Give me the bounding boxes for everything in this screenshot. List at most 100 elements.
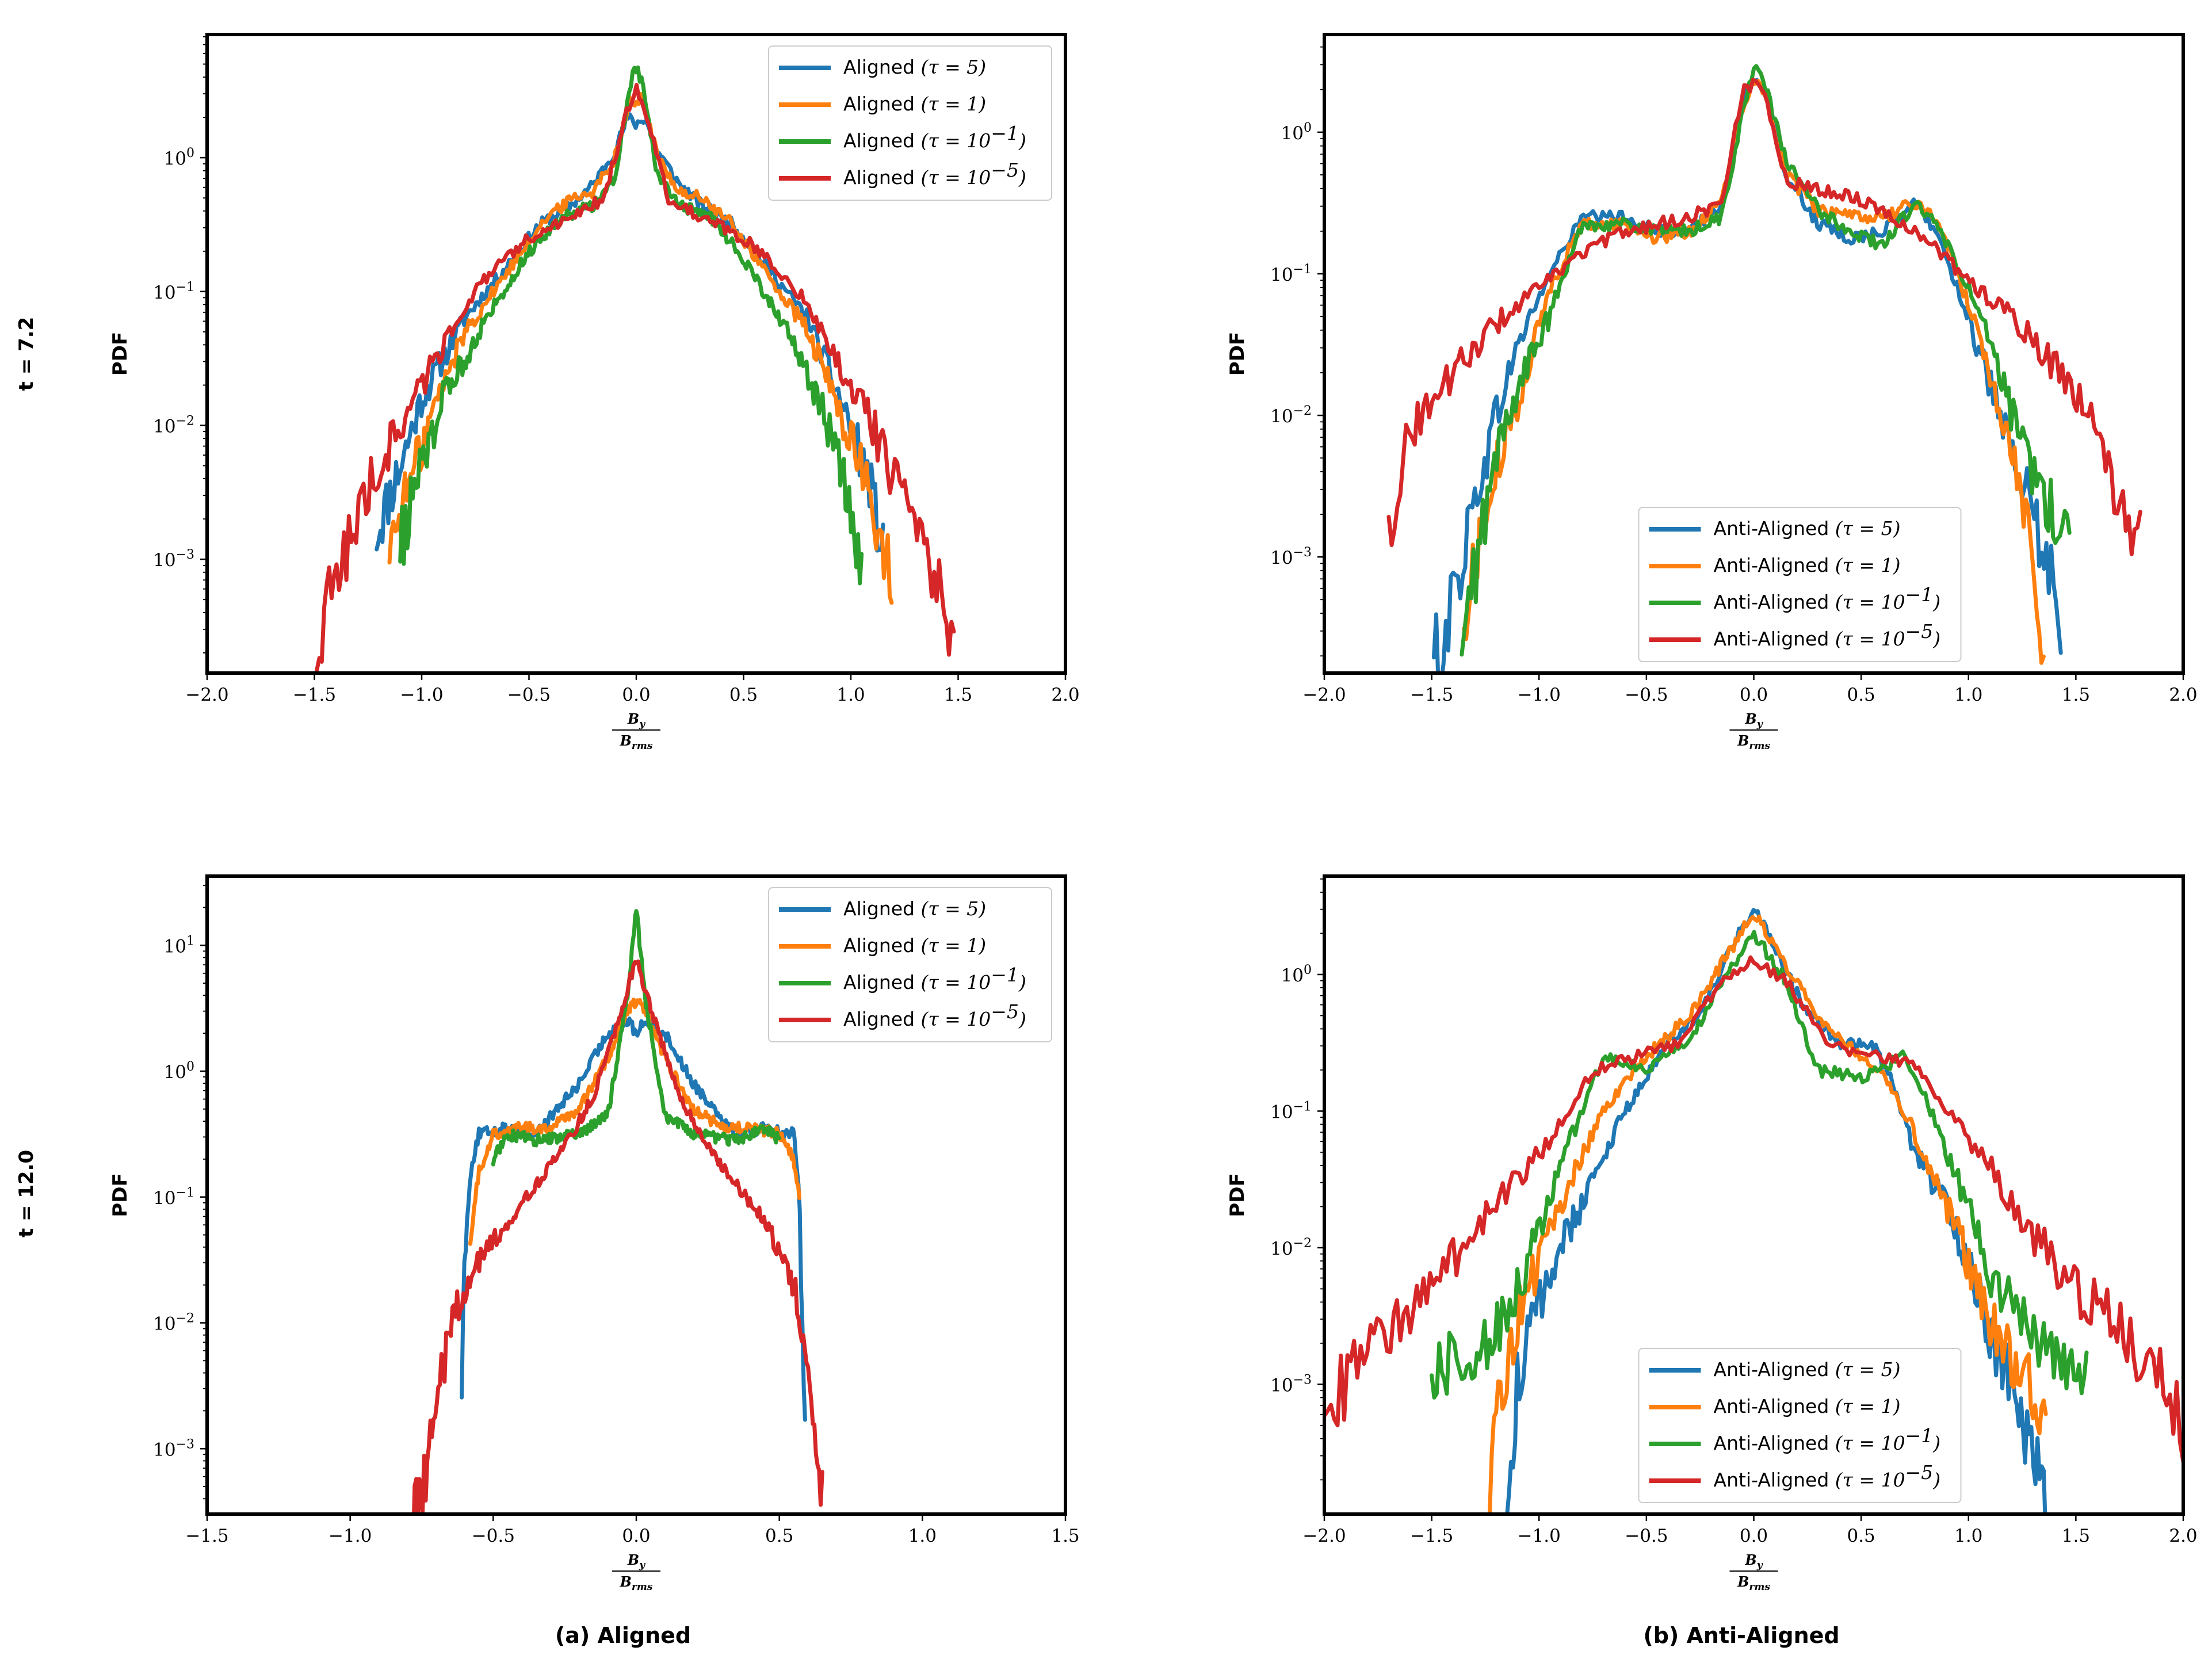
y-tick-label: 10−1 bbox=[153, 280, 194, 303]
x-tick-label: −2.0 bbox=[185, 685, 228, 705]
x-tick-label: 0.5 bbox=[1847, 1526, 1875, 1546]
x-tick-label: 2.0 bbox=[2169, 685, 2197, 705]
x-tick-label: −1.5 bbox=[293, 685, 336, 705]
x-tick-label: 0.5 bbox=[1847, 685, 1875, 705]
y-axis-label: PDF bbox=[1226, 1173, 1249, 1217]
series-group bbox=[1386, 64, 2142, 673]
x-axis-label-numerator: By bbox=[1744, 710, 1763, 730]
x-tick-label: 0.0 bbox=[622, 1526, 650, 1546]
y-tick-label: 10−3 bbox=[1270, 1373, 1312, 1396]
x-tick-label: 0.0 bbox=[622, 685, 650, 705]
series-line-c3 bbox=[412, 959, 824, 1514]
x-tick-label: 0.5 bbox=[765, 1526, 793, 1546]
y-tick-label: 10−1 bbox=[1270, 1099, 1312, 1122]
legend-entry: Anti-Aligned (τ = 5) bbox=[1714, 1358, 1901, 1381]
y-tick-label: 100 bbox=[164, 146, 194, 169]
x-tick-label: 1.5 bbox=[2062, 1526, 2090, 1546]
legend-entry: Anti-Aligned (τ = 1) bbox=[1714, 554, 1901, 576]
x-tick-label: −1.0 bbox=[1518, 1526, 1561, 1546]
x-tick-label: −0.5 bbox=[472, 1526, 515, 1546]
series-line-c1 bbox=[468, 998, 801, 1246]
row-label-t72: t = 7.2 bbox=[15, 317, 38, 391]
y-tick-label: 10−2 bbox=[1270, 404, 1312, 427]
legend-entry: Aligned (τ = 5) bbox=[843, 56, 986, 78]
x-tick-label: 1.0 bbox=[908, 1526, 937, 1546]
x-tick-label: −2.0 bbox=[1302, 1526, 1346, 1546]
legend-frame bbox=[1638, 507, 1962, 662]
y-tick-label: 101 bbox=[164, 934, 194, 957]
series-line-c1 bbox=[1487, 914, 2048, 1514]
legend-frame bbox=[768, 45, 1052, 201]
x-axis-label-numerator: By bbox=[627, 1551, 645, 1571]
legend: Anti-Aligned (τ = 5) Anti-Aligned (τ = 1)… bbox=[1638, 507, 1962, 662]
y-tick-label: 100 bbox=[164, 1060, 194, 1083]
legend-entry: Aligned (τ = 10−1) bbox=[843, 964, 1026, 993]
legend-entry: Anti-Aligned (τ = 5) bbox=[1714, 517, 1901, 540]
y-axis-label: PDF bbox=[1226, 332, 1249, 376]
series-line-c2 bbox=[491, 909, 782, 1167]
legend-entry: Anti-Aligned (τ = 10−1) bbox=[1714, 583, 1941, 613]
series-line-c3 bbox=[1324, 955, 2183, 1463]
panel-anti-aligned-t12: −2.0 −1.5 −1.0 −0.5 0.0 0.5 1.0 1.5 2.0 100 10−1 10… bbox=[1226, 874, 2198, 1593]
x-tick-label: −0.5 bbox=[507, 685, 551, 705]
legend: Anti-Aligned (τ = 5) Anti-Aligned (τ = 1)… bbox=[1638, 1348, 1962, 1503]
x-axis-label-denominator: Brms bbox=[620, 732, 653, 752]
y-axis-label: PDF bbox=[109, 332, 132, 376]
x-tick-label: 1.0 bbox=[1954, 1526, 1982, 1546]
x-tick-label: 1.5 bbox=[1051, 1526, 1079, 1546]
x-tick-label: 1.0 bbox=[836, 685, 865, 705]
x-tick-label: 0.5 bbox=[729, 685, 758, 705]
x-tick-label: 1.5 bbox=[2062, 685, 2090, 705]
legend: Aligned (τ = 5) Aligned (τ = 1) Aligned (τ… bbox=[768, 887, 1052, 1042]
series-group bbox=[314, 65, 956, 673]
legend-entry: Anti-Aligned (τ = 1) bbox=[1714, 1395, 1901, 1417]
legend-entry: Aligned (τ = 10−5) bbox=[843, 1000, 1026, 1030]
y-tick-label: 10−2 bbox=[1270, 1236, 1312, 1259]
x-tick-label: −1.0 bbox=[328, 1526, 372, 1546]
series-line-c2 bbox=[1460, 64, 2072, 657]
x-axis-label-numerator: By bbox=[627, 710, 645, 730]
y-tick-label: 10−2 bbox=[153, 414, 194, 437]
panel-anti-aligned-t72: −2.0 −1.5 −1.0 −0.5 0.0 0.5 1.0 1.5 2.0 100 10−1 10… bbox=[1226, 33, 2198, 752]
x-tick-label: −1.0 bbox=[400, 685, 443, 705]
series-line-c3 bbox=[314, 83, 956, 673]
x-axis-label-denominator: Brms bbox=[620, 1573, 653, 1593]
panel-aligned-t72: −2.0 −1.5 −1.0 −0.5 0.0 0.5 1.0 1.5 2.0 100 10−1 10… bbox=[109, 33, 1080, 752]
x-tick-label: 0.0 bbox=[1740, 685, 1768, 705]
legend-entry: Aligned (τ = 10−5) bbox=[843, 159, 1026, 189]
legend-entry: Anti-Aligned (τ = 10−5) bbox=[1714, 1461, 1941, 1491]
y-tick-label: 100 bbox=[1281, 963, 1312, 986]
x-tick-label: 2.0 bbox=[2169, 1526, 2197, 1546]
y-tick-label: 10−1 bbox=[1270, 262, 1312, 285]
series-line-c1 bbox=[387, 91, 894, 605]
x-tick-label: −1.0 bbox=[1518, 685, 1561, 705]
x-tick-label: 1.0 bbox=[1954, 685, 1982, 705]
legend-entry: Anti-Aligned (τ = 10−5) bbox=[1714, 620, 1941, 650]
y-tick-label: 10−2 bbox=[153, 1312, 194, 1335]
y-tick-label: 10−3 bbox=[153, 548, 194, 571]
x-tick-label: −1.5 bbox=[185, 1526, 228, 1546]
legend-frame bbox=[768, 887, 1052, 1042]
x-tick-label: −0.5 bbox=[1625, 1526, 1668, 1546]
legend-entry: Anti-Aligned (τ = 10−1) bbox=[1714, 1424, 1941, 1454]
x-tick-label: −0.5 bbox=[1625, 685, 1668, 705]
legend-entry: Aligned (τ = 10−1) bbox=[843, 122, 1026, 152]
x-tick-label: 0.0 bbox=[1740, 1526, 1768, 1546]
row-label-t12: t = 12.0 bbox=[15, 1150, 38, 1237]
y-tick-label: 100 bbox=[1281, 121, 1312, 144]
x-tick-label: 2.0 bbox=[1051, 685, 1079, 705]
x-tick-label: 1.5 bbox=[944, 685, 972, 705]
x-tick-label: −2.0 bbox=[1302, 685, 1346, 705]
legend: Aligned (τ = 5) Aligned (τ = 1) Aligned (τ… bbox=[768, 45, 1052, 201]
panel-aligned-t12: −1.5 −1.0 −0.5 0.0 0.5 1.0 1.5 101 100 10−1 10−2 10… bbox=[109, 874, 1080, 1593]
y-tick-label: 10−3 bbox=[1270, 545, 1312, 568]
y-axis-label: PDF bbox=[109, 1173, 132, 1217]
legend-entry: Aligned (τ = 5) bbox=[843, 897, 986, 920]
legend-frame bbox=[1638, 1348, 1962, 1503]
x-axis-label-numerator: By bbox=[1744, 1551, 1763, 1571]
series-line-c2 bbox=[1430, 930, 2089, 1400]
series-line-c3 bbox=[1386, 78, 2142, 556]
x-axis-label-denominator: Brms bbox=[1737, 732, 1770, 752]
y-tick-label: 10−1 bbox=[153, 1186, 194, 1209]
